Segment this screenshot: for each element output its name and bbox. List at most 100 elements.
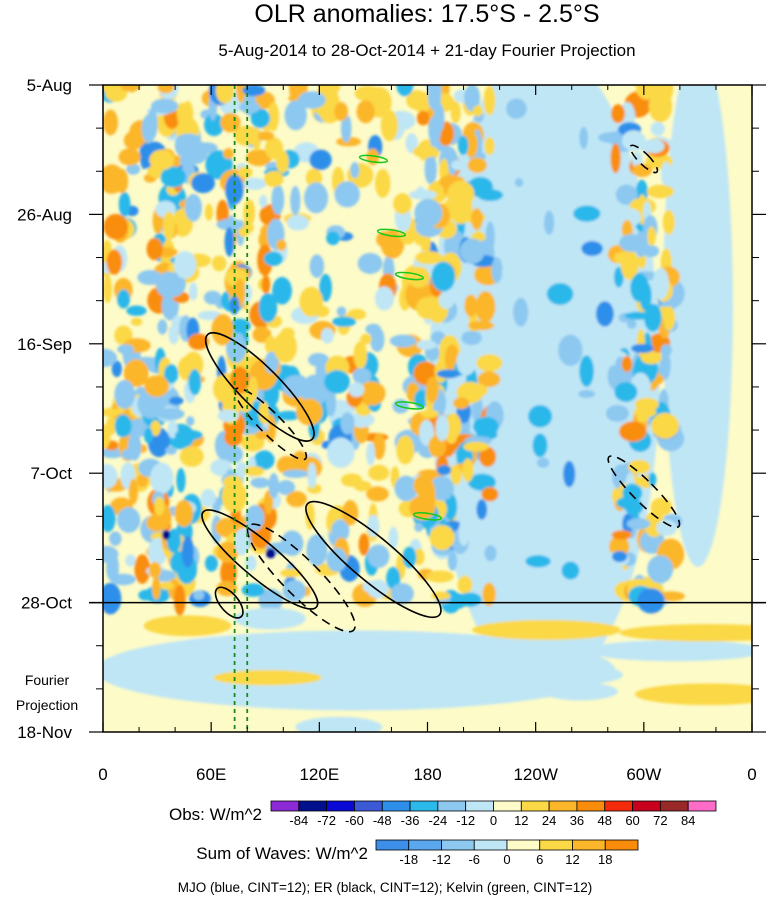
colorbar-swatch	[687, 800, 717, 812]
colorbar-tick-label: 36	[570, 813, 584, 828]
colorbar-swatch	[572, 839, 606, 851]
anomaly-blob	[660, 344, 672, 357]
y-tick-label: 28-Oct	[21, 594, 72, 613]
anomaly-blob	[200, 489, 216, 508]
anomaly-blob	[573, 205, 601, 222]
anomaly-blob	[109, 531, 122, 546]
anomaly-blob	[255, 430, 271, 440]
anomaly-blob	[483, 85, 496, 116]
anomaly-blob	[637, 588, 665, 614]
anomaly-blob	[619, 234, 643, 252]
anomaly-blob	[173, 584, 186, 616]
x-tick-label: 60E	[196, 765, 226, 784]
colorbar-swatch	[493, 800, 522, 812]
anomaly-blob	[181, 536, 194, 568]
anomaly-blob	[525, 555, 551, 568]
obs-colorbar: -84 -72 -60 -48 -36 -24 -12 0 12 24 36 48 60 72 84	[270, 800, 717, 828]
x-axis-tick-labels: 0 60E 120E 180 120W 60W 0	[98, 765, 756, 784]
anomaly-blob	[340, 473, 363, 487]
x-tick-label: 60W	[626, 765, 661, 784]
anomaly-blob	[484, 545, 497, 562]
anomaly-blob	[217, 409, 239, 422]
anomaly-blob	[284, 100, 307, 131]
anomaly-blob	[134, 554, 151, 584]
anomaly-blob	[106, 249, 123, 275]
anomaly-blob	[367, 544, 390, 568]
colorbar-swatch	[298, 800, 328, 812]
anomaly-blob	[103, 582, 122, 615]
anomaly-blob	[174, 429, 203, 441]
colorbar-swatch	[326, 800, 355, 812]
waves-colorbar: -18 -12 -6 0 6 12 18	[375, 839, 639, 867]
anomaly-blob	[578, 389, 596, 398]
x-tick-label: 0	[747, 765, 756, 784]
anomaly-blob	[319, 273, 332, 302]
anomaly-blob	[528, 405, 553, 428]
anomaly-blob	[220, 558, 237, 588]
anomaly-blob	[414, 522, 424, 532]
anomaly-blob	[220, 112, 241, 133]
anomaly-blob	[304, 182, 329, 214]
anomaly-blob	[546, 283, 574, 305]
reference-lines	[233, 85, 249, 732]
anomaly-blob	[176, 133, 202, 147]
chart-subtitle: 5-Aug-2014 to 28-Oct-2014 + 21-day Fouri…	[218, 41, 635, 60]
colorbar-tick-label: 0	[490, 813, 497, 828]
anomaly-blob	[103, 109, 119, 136]
colorbar-tick-label: -60	[345, 813, 364, 828]
anomaly-blob	[264, 170, 284, 188]
anomaly-blob	[457, 592, 482, 607]
anomaly-blob	[368, 464, 390, 481]
anomaly-blob	[203, 290, 222, 305]
anomaly-blob	[204, 555, 218, 572]
obs-colorbar-label: Obs: W/m^2	[169, 805, 262, 824]
anomaly-blob	[259, 194, 268, 208]
anomaly-blob	[467, 383, 488, 398]
anomaly-blob	[611, 550, 628, 563]
anomaly-blob	[271, 184, 285, 215]
anomaly-blob	[436, 464, 452, 476]
anomaly-blob	[174, 500, 194, 527]
anomaly-blob	[245, 149, 272, 167]
anomaly-blob	[558, 334, 583, 367]
colorbar-tick-label: 60	[625, 813, 639, 828]
anomaly-blob	[369, 327, 385, 353]
anomaly-blob	[461, 330, 482, 345]
anomaly-blob	[475, 291, 496, 323]
anomaly-blob	[419, 419, 435, 446]
y-tick-label: 7-Oct	[30, 464, 72, 483]
anomaly-blob	[307, 462, 317, 489]
anomaly-blob	[396, 85, 414, 97]
anomaly-blob	[350, 161, 360, 179]
anomaly-blob	[514, 178, 524, 187]
anomaly-blob	[258, 401, 270, 425]
colorbar-swatch	[576, 800, 606, 812]
anomaly-blob	[248, 376, 259, 402]
er-contour-solid	[305, 500, 442, 619]
anomaly-blob	[409, 189, 437, 200]
anomaly-blob	[150, 462, 174, 494]
er-contour-solid	[204, 332, 315, 442]
anomaly-blob	[618, 421, 647, 442]
anomaly-blob	[103, 424, 111, 450]
colorbar-tick-label: -12	[432, 852, 451, 867]
colorbar-swatch	[520, 800, 550, 812]
anomaly-blob	[188, 369, 202, 396]
anomaly-blob	[614, 381, 638, 402]
colorbar-swatch	[375, 839, 410, 851]
er-contour-solid	[201, 509, 319, 610]
anomaly-blob	[156, 271, 182, 299]
colorbar-swatch	[506, 839, 541, 851]
anomaly-blob	[491, 257, 503, 284]
anomaly-blob	[353, 341, 368, 370]
anomaly-blob	[610, 143, 621, 174]
anomaly-blob	[118, 191, 131, 217]
anomaly-blob	[386, 566, 401, 590]
projection-label-line2: Projection	[16, 697, 78, 713]
anomaly-blob	[324, 369, 350, 394]
anomaly-blob	[282, 579, 306, 602]
anomaly-blob	[409, 495, 436, 521]
anomaly-blob	[144, 375, 170, 398]
anomaly-blob	[366, 486, 389, 502]
anomaly-blob	[647, 184, 675, 199]
